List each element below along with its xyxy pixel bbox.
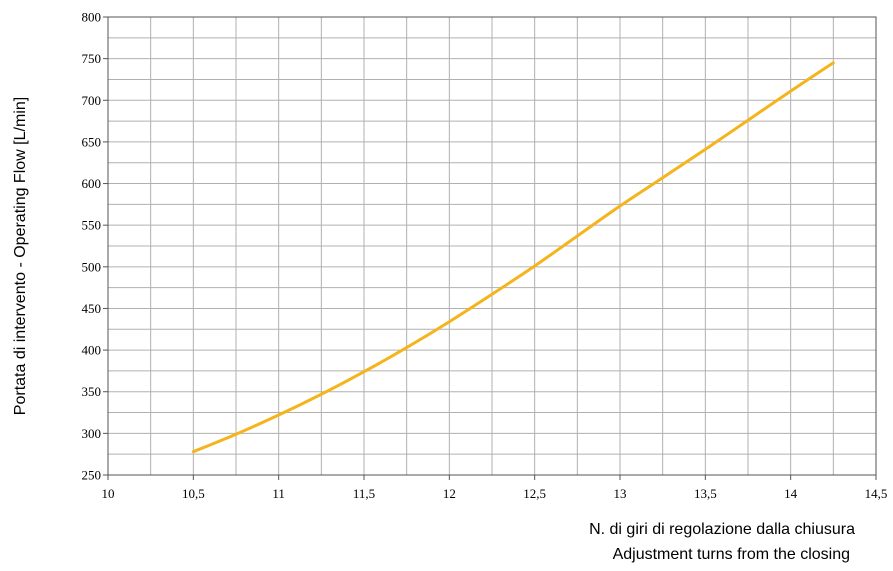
y-tick-label: 500 (82, 259, 102, 274)
y-tick-label: 350 (82, 384, 102, 399)
y-tick-label: 700 (82, 93, 102, 108)
x-tick-label: 12 (443, 486, 456, 501)
x-tick-label: 13 (614, 486, 627, 501)
y-tick-label: 600 (82, 176, 102, 191)
grid-layer (107, 16, 877, 476)
series-line (191, 61, 835, 454)
x-tick-label: 11,5 (353, 486, 375, 501)
x-axis-title-line-1: N. di giri di regolazione dalla chiusura (589, 521, 855, 538)
plot-frame (107, 16, 877, 476)
x-tick-label: 12,5 (523, 486, 546, 501)
y-tick-label: 450 (82, 301, 102, 316)
x-tick-label: 11 (272, 486, 285, 501)
x-tick-label: 13,5 (694, 486, 717, 501)
y-axis-title: Portata di intervento - Operating Flow [… (12, 97, 29, 415)
y-tick-label: 800 (82, 10, 102, 25)
y-tick-label: 400 (82, 343, 102, 358)
y-tick-label: 750 (82, 51, 102, 66)
x-axis-title-line-2: Adjustment turns from the closing (613, 546, 850, 563)
series-layer (191, 61, 835, 454)
x-tick-label: 10,5 (182, 486, 205, 501)
x-tick-label: 14 (784, 486, 798, 501)
label-layer: 250 300 350 400 450 500 550 600 650 700 750 800 10 10… (82, 10, 888, 502)
y-tick-label: 250 (82, 468, 102, 483)
y-tick-label: 300 (82, 426, 102, 441)
y-tick-label: 650 (82, 134, 102, 149)
x-tick-label: 14,5 (865, 486, 888, 501)
y-tick-label: 550 (82, 218, 102, 233)
tick-layer (103, 16, 877, 480)
x-tick-label: 10 (102, 486, 115, 501)
